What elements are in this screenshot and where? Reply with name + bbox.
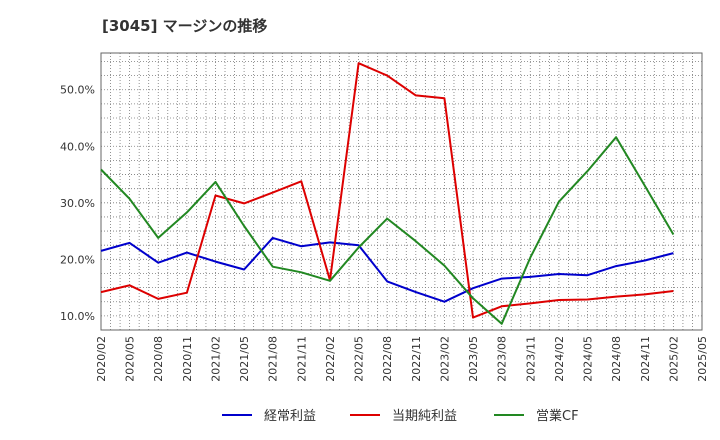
x-tick-label: 2023/11 [524,336,537,382]
x-tick-label: 2020/11 [181,336,194,382]
legend-label: 経常利益 [264,409,316,424]
x-tick-label: 2021/11 [295,336,308,382]
x-tick-label: 2024/05 [582,336,595,382]
plot-frame [100,52,703,331]
x-tick-label: 2021/08 [267,336,280,382]
y-tick-label: 30.0% [60,197,95,210]
x-tick-label: 2022/11 [410,336,423,382]
plot-area [101,53,702,330]
y-axis-ticks: 10.0% 20.0% 30.0% 40.0% 50.0% [60,84,95,323]
x-tick-label: 2023/02 [438,336,451,382]
series-line [100,236,674,303]
y-tick-label: 20.0% [60,253,95,266]
x-tick-label: 2022/08 [381,336,394,382]
series-lines [100,62,675,325]
x-tick-label: 2025/05 [696,336,709,382]
series-line [100,62,674,319]
x-tick-label: 2022/02 [324,336,337,382]
x-tick-label: 2023/05 [467,336,480,382]
x-tick-label: 2024/11 [639,336,652,382]
legend: 経常利益 当期純利益 営業CF [222,408,579,424]
x-tick-label: 2020/02 [95,336,108,382]
y-tick-label: 40.0% [60,140,95,153]
x-tick-label: 2021/02 [209,336,222,382]
x-tick-label: 2024/02 [553,336,566,382]
x-tick-label: 2023/08 [496,336,509,382]
x-tick-label: 2022/05 [353,336,366,382]
legend-label: 当期純利益 [392,409,457,424]
y-tick-label: 10.0% [60,310,95,323]
y-tick-label: 50.0% [60,84,95,97]
x-tick-label: 2020/05 [124,336,137,382]
x-tick-label: 2024/08 [610,336,623,382]
x-tick-label: 2020/08 [152,336,165,382]
series-line [100,136,675,325]
legend-label: 営業CF [536,408,579,424]
x-tick-label: 2025/02 [667,336,680,382]
x-tick-label: 2021/05 [238,336,251,382]
chart-title: [3045] マージンの推移 [102,17,267,35]
x-axis-ticks: 2020/02 2020/05 2020/08 2020/11 2021/02 2021/… [95,336,709,382]
